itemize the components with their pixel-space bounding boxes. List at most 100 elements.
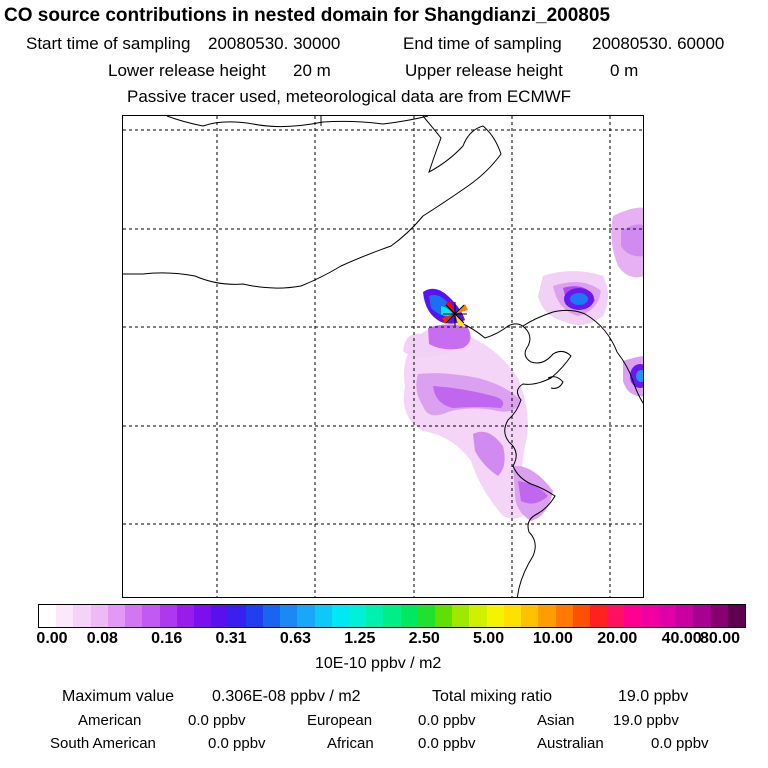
colorbar-tick-label: 20.00 [597, 630, 638, 647]
map-canvas [123, 116, 643, 597]
map-boundaries [123, 116, 643, 597]
end-time-value: 20080530. 60000 [592, 34, 725, 53]
colorbar-tick-label: 0.08 [86, 630, 118, 647]
concentration-field [403, 207, 643, 521]
european-value: 0.0 ppbv [418, 712, 476, 729]
colorbar-tick-label: 0.16 [151, 630, 183, 647]
colorbar-segment [211, 605, 229, 627]
colorbar-segment [56, 605, 74, 627]
colorbar-segment [435, 605, 453, 627]
colorbar-segment [331, 605, 349, 627]
max-value-label: Maximum value [62, 688, 175, 705]
colorbar-segment [710, 605, 728, 627]
colorbar-tick-label: 40.00 [661, 630, 702, 647]
colorbar-tick-label: 0.63 [279, 630, 312, 647]
hotspot-east-center [636, 370, 643, 382]
mongolia-border [166, 116, 429, 128]
colorbar-segment [452, 605, 470, 627]
colorbar-segment [607, 605, 625, 627]
european-label: European [307, 712, 373, 729]
colorbar-segment [400, 605, 418, 627]
colorbar-tick-label: 1.25 [344, 630, 376, 647]
colorbar-segment [417, 605, 436, 627]
korea-coast [616, 351, 643, 404]
plume-shandong-core [518, 481, 548, 504]
colorbar-tick-label: 10.00 [532, 630, 573, 647]
peninsula-coast [522, 309, 618, 353]
colorbar-segment [693, 605, 711, 627]
map-panel [122, 115, 644, 598]
colorbar-segment [641, 605, 659, 627]
colorbar-segment [624, 605, 642, 627]
asian-value: 19.0 ppbv [613, 712, 679, 729]
lower-release-value: 20 m [293, 61, 331, 80]
total-mixing-label: Total mixing ratio [432, 688, 553, 705]
american-value: 0.0 ppbv [188, 712, 246, 729]
colorbar-segment [90, 605, 108, 627]
colorbar-segment [193, 605, 212, 627]
upper-release-label: Upper release height [405, 61, 563, 80]
plume-core [433, 386, 504, 408]
colorbar-segment [245, 605, 263, 627]
lower-release-label: Lower release height [108, 61, 266, 80]
colorbar-segment [658, 605, 677, 627]
map-grid [123, 116, 643, 597]
receptor-site-marker [442, 301, 468, 327]
plot-title: CO source contributions in nested domain… [4, 5, 611, 26]
colorbar-segment [159, 605, 177, 627]
colorbar-segment [73, 605, 91, 627]
colorbar-segment [727, 605, 745, 627]
african-value: 0.0 ppbv [418, 735, 476, 752]
colorbar-segment [228, 605, 246, 627]
south-american-label: South American [50, 735, 156, 752]
colorbar-segment [503, 605, 522, 627]
colorbar-segment [125, 605, 143, 627]
plume-source-region [428, 324, 471, 350]
colorbar-segment [676, 605, 694, 627]
colorbar-segment [366, 605, 384, 627]
colorbar-segment [521, 605, 539, 627]
plume-far-ne-core [621, 224, 643, 257]
colorbar-tick-label: 5.00 [472, 630, 505, 647]
south-american-value: 0.0 ppbv [208, 735, 266, 752]
australian-label: Australian [537, 735, 604, 752]
bay-coast [547, 376, 564, 389]
colorbar-segment [314, 605, 332, 627]
colorbar-tick-label: 0.31 [215, 630, 247, 647]
colorbar-segment [590, 605, 608, 627]
colorbar-tick-label: 2.50 [408, 630, 440, 647]
total-mixing-value: 19.0 ppbv [618, 688, 689, 705]
bohai-coast [458, 321, 572, 597]
start-time-label: Start time of sampling [26, 34, 191, 53]
plume-south [473, 431, 505, 476]
colorbar-segment [486, 605, 504, 627]
asian-label: Asian [537, 712, 575, 729]
colorbar-tick-label: 80.00 [699, 630, 741, 647]
colorbar-segment [555, 605, 573, 627]
colorbar-segment [469, 605, 487, 627]
colorbar-segment [142, 605, 160, 627]
colorbar-segment [348, 605, 367, 627]
colorbar-segment [107, 605, 126, 627]
colorbar [38, 604, 746, 628]
colorbar-segment [262, 605, 281, 627]
colorbar-unit: 10E-10 ppbv / m2 [315, 655, 442, 672]
colorbar-segment [572, 605, 590, 627]
australian-value: 0.0 ppbv [651, 735, 709, 752]
colorbar-segment [39, 605, 57, 627]
max-value: 0.306E-08 ppbv / m2 [212, 688, 361, 705]
start-time-value: 20080530. 30000 [208, 34, 341, 53]
border-east [123, 116, 502, 289]
hotspot-ne-center [570, 293, 588, 305]
colorbar-segment [538, 605, 556, 627]
colorbar-segment [280, 605, 298, 627]
african-label: African [327, 735, 374, 752]
american-label: American [78, 712, 142, 729]
colorbar-tick-label: 0.00 [36, 630, 68, 647]
colorbar-segment [176, 605, 194, 627]
upper-release-value: 0 m [610, 61, 639, 80]
colorbar-segment [297, 605, 315, 627]
colorbar-segment [383, 605, 401, 627]
end-time-label: End time of sampling [403, 34, 562, 53]
tracer-note: Passive tracer used, meteorological data… [127, 87, 572, 106]
